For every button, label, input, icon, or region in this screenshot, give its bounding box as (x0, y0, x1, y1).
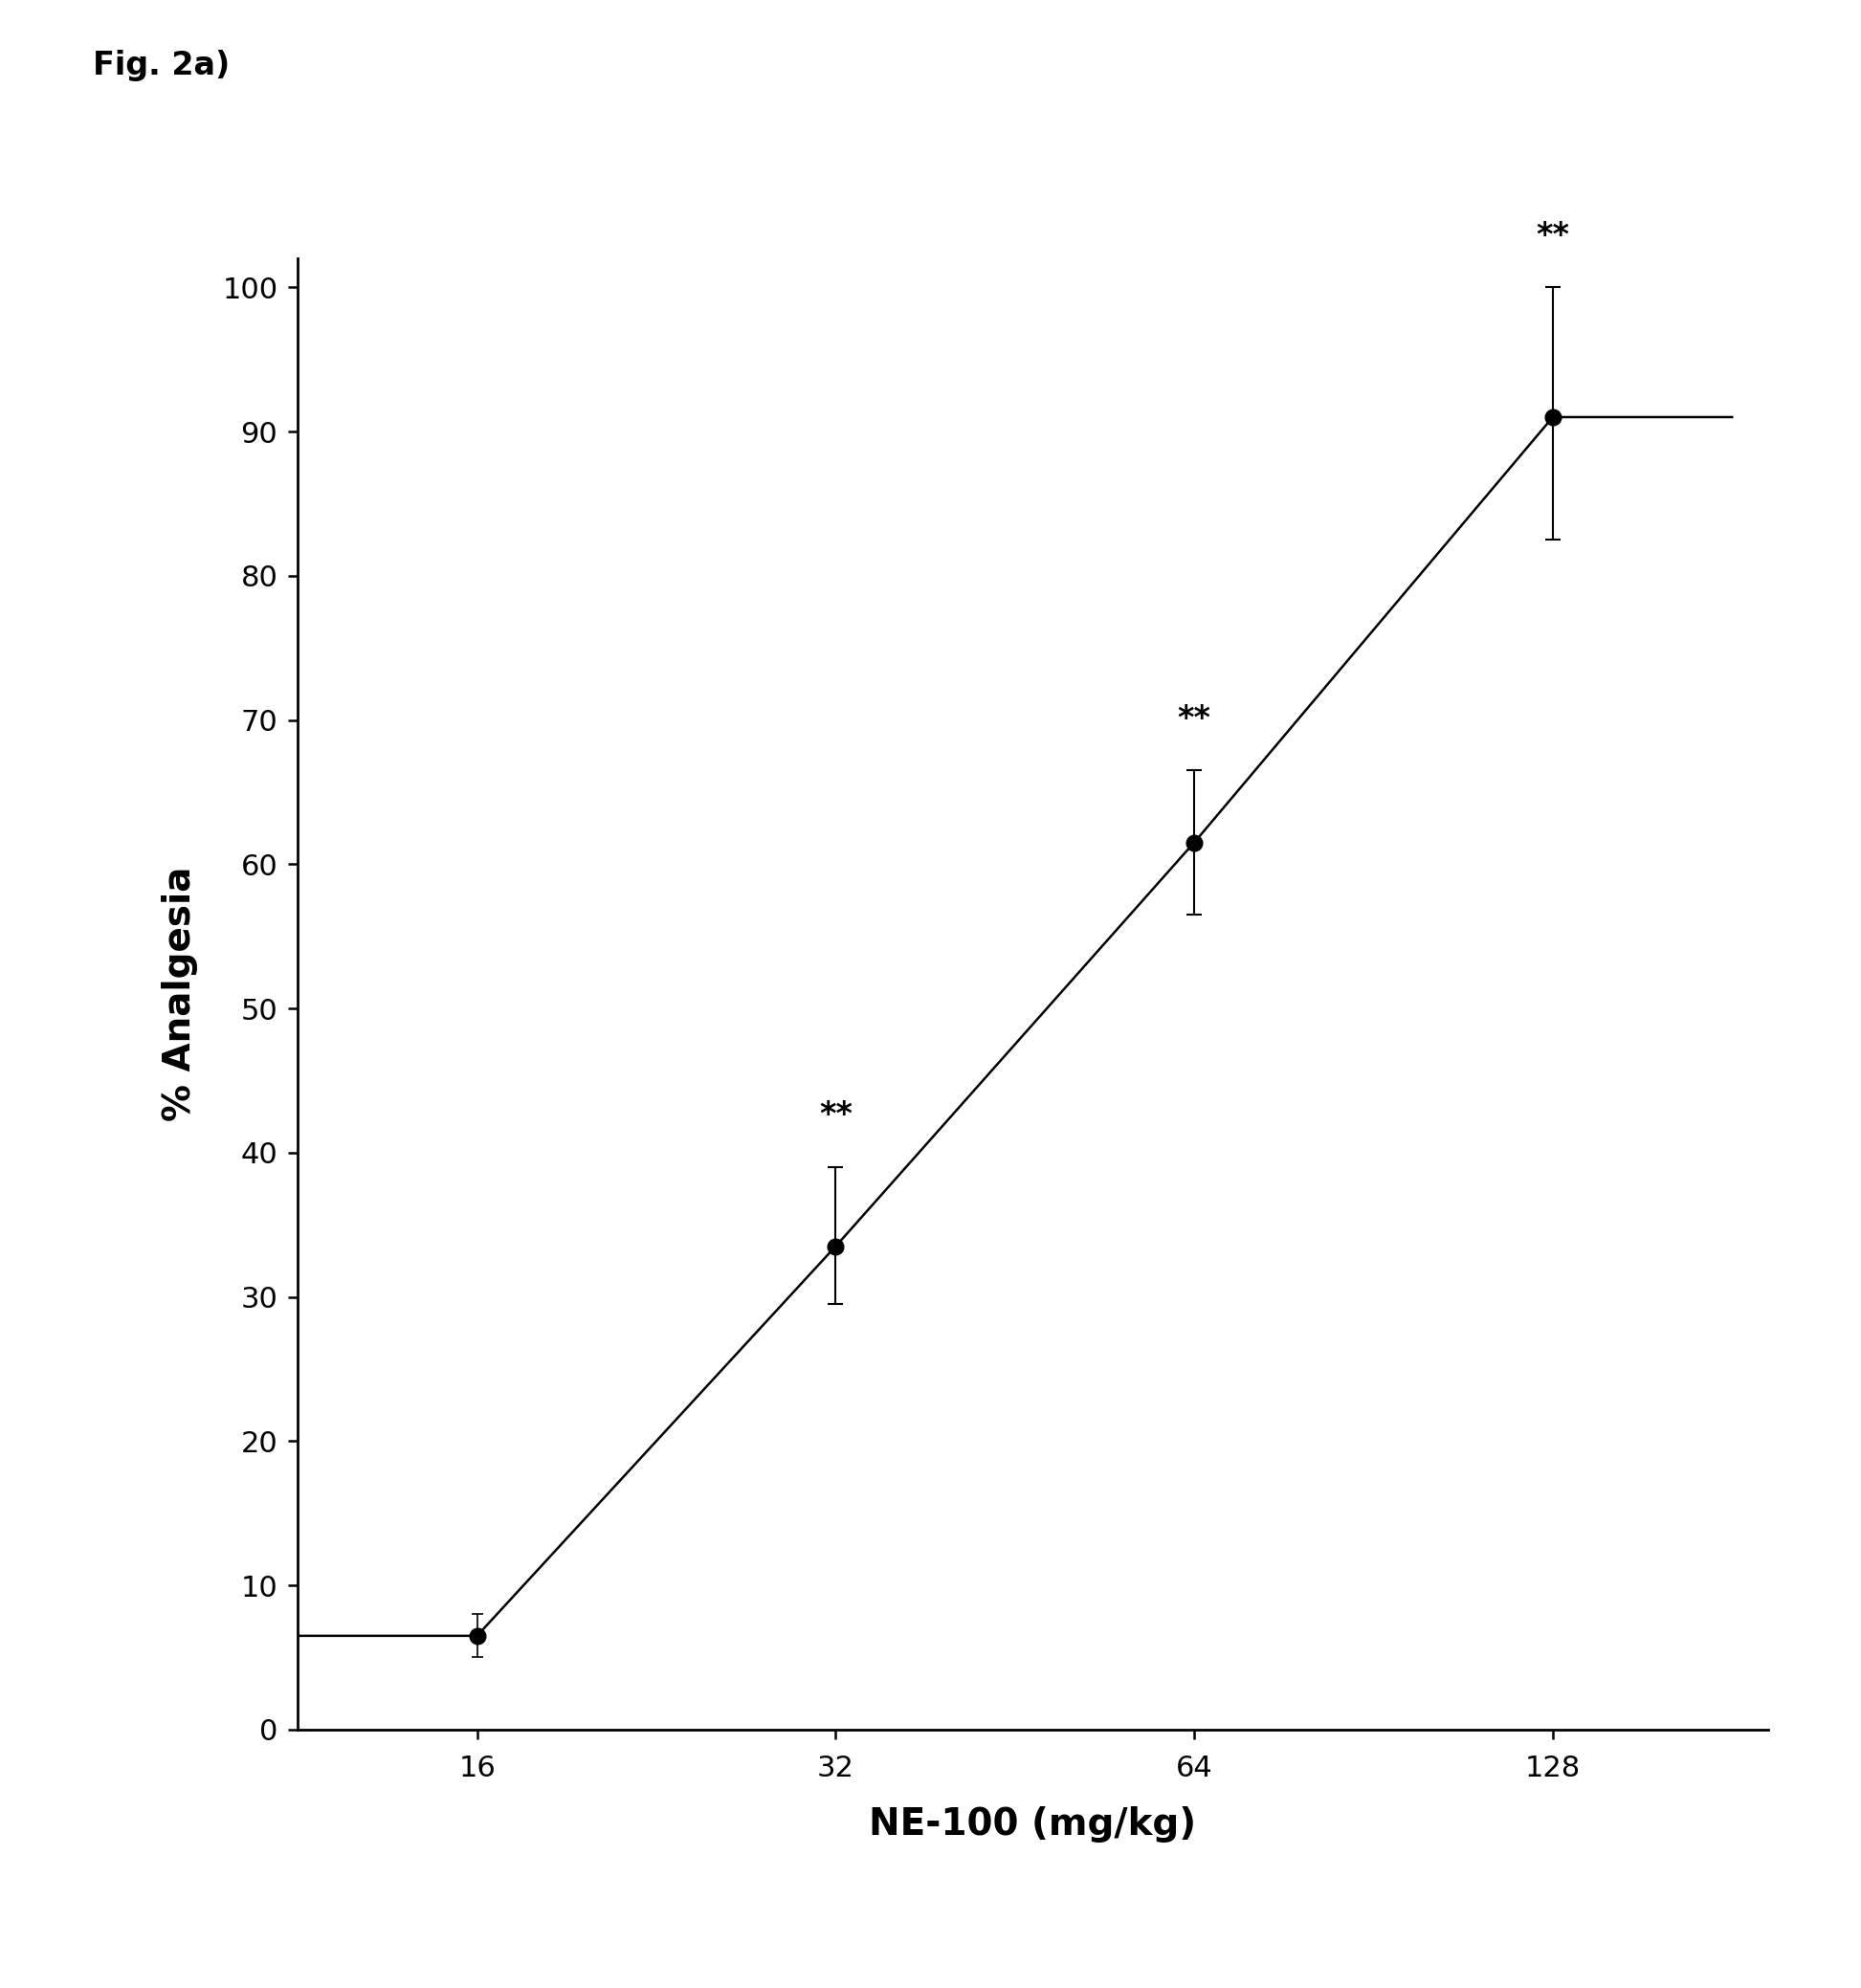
Text: **: ** (1535, 219, 1569, 250)
Text: **: ** (1178, 704, 1212, 734)
X-axis label: NE-100 (mg/kg): NE-100 (mg/kg) (869, 1807, 1197, 1843)
Text: Fig. 2a): Fig. 2a) (93, 50, 231, 82)
Y-axis label: % Analgesia: % Analgesia (162, 867, 199, 1121)
Text: **: ** (819, 1099, 852, 1131)
